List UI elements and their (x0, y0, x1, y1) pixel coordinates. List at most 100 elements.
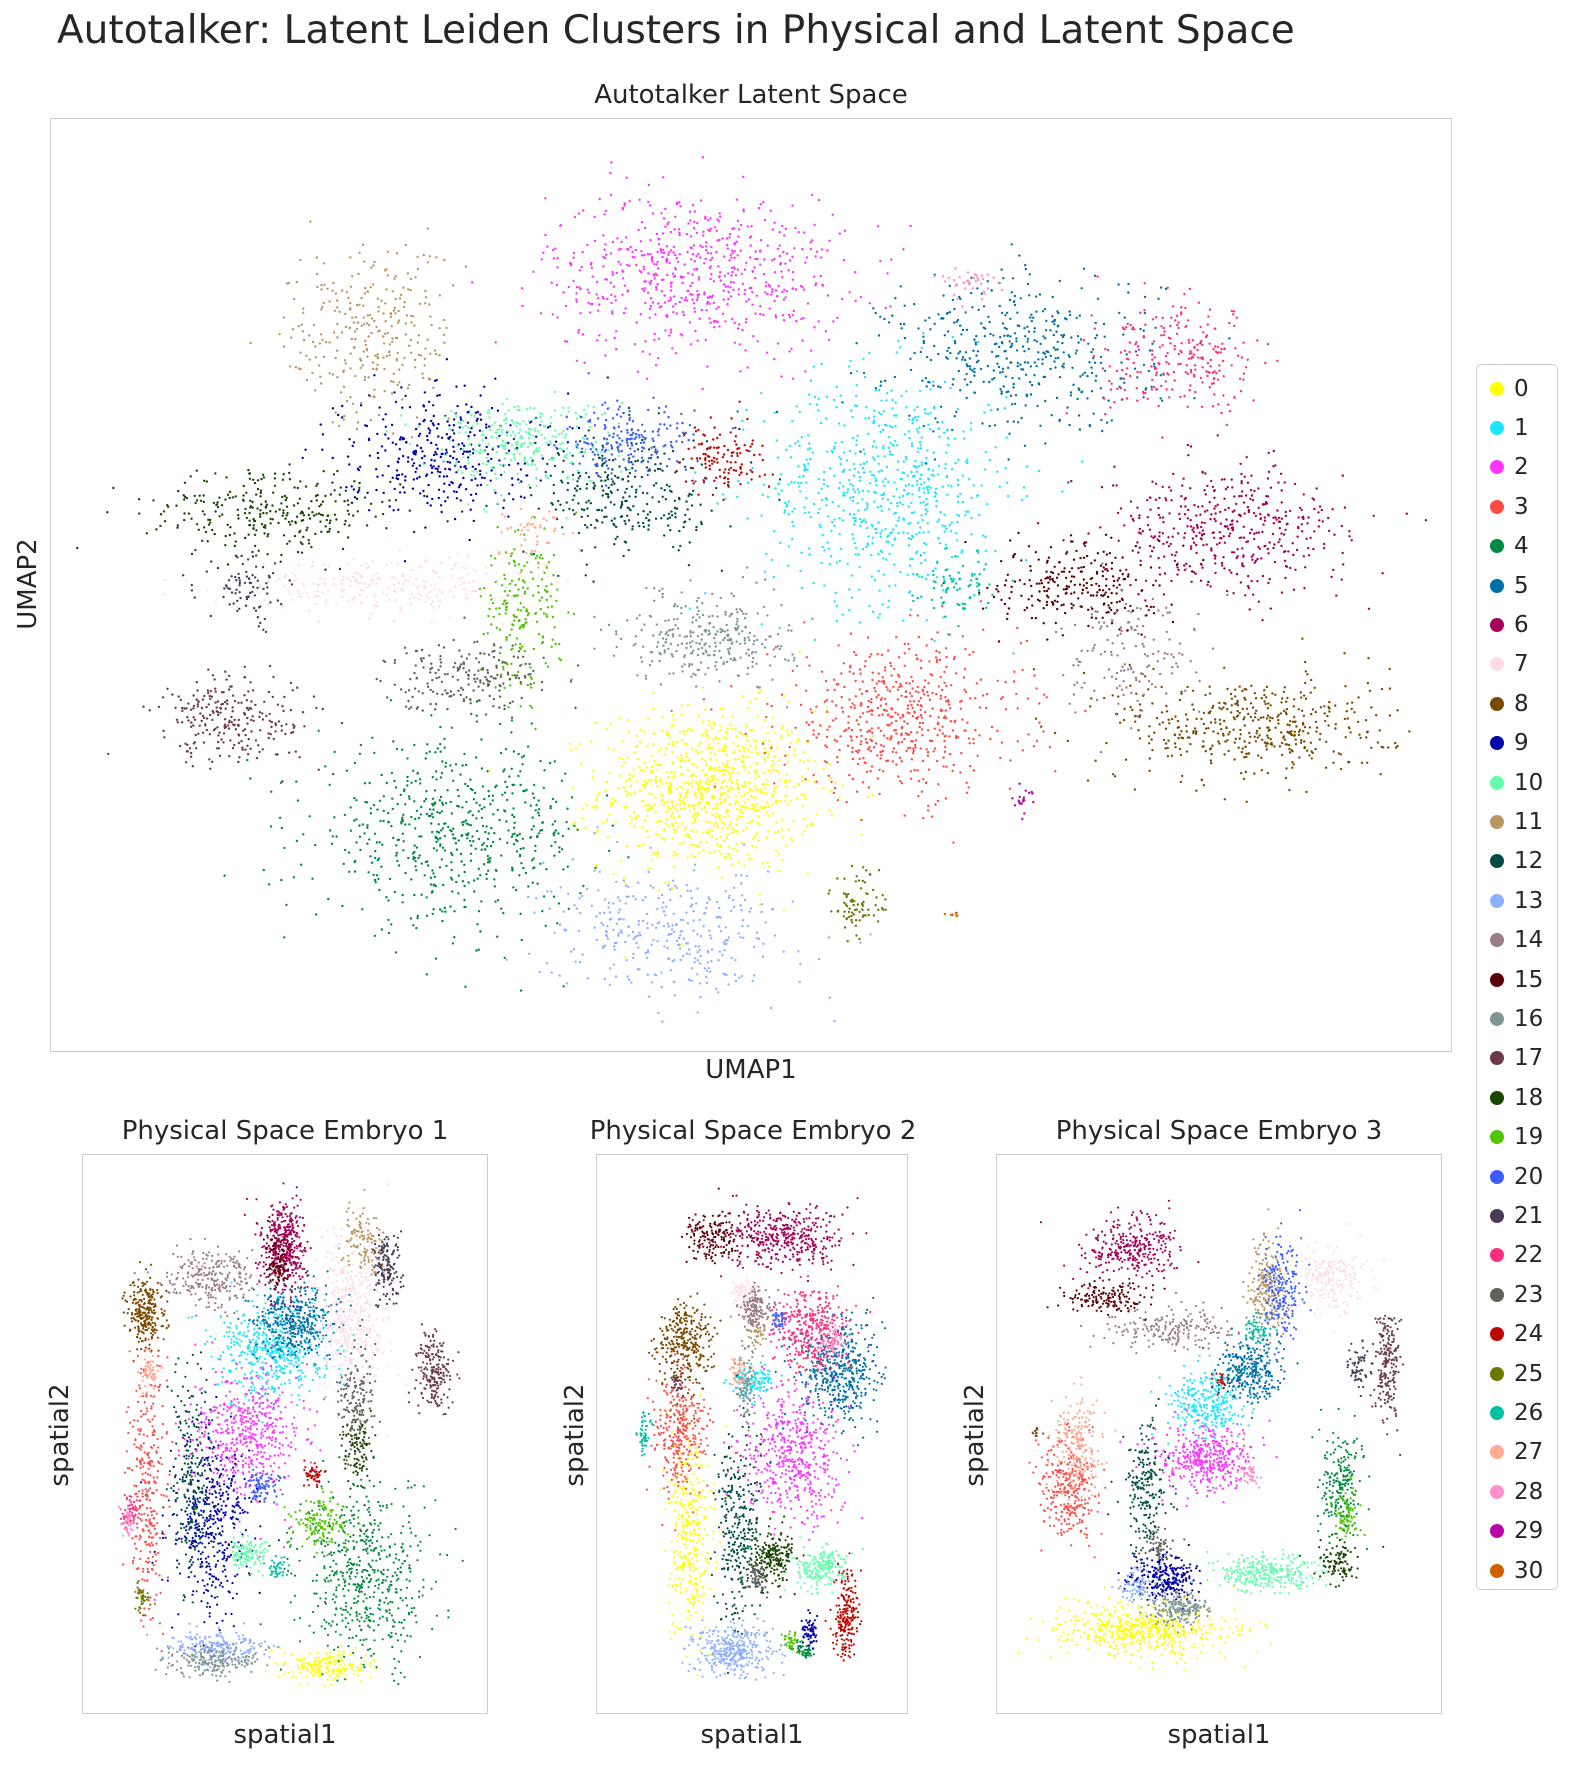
cluster-0-points (1017, 1585, 1273, 1672)
legend-label: 19 (1514, 1124, 1543, 1150)
cluster-14-points (133, 1237, 274, 1318)
cluster-5-points (1202, 1327, 1299, 1419)
legend-item: 1 (1477, 408, 1529, 447)
cluster-23-points (1134, 1526, 1186, 1561)
legend-label: 23 (1514, 1282, 1543, 1308)
cluster-9-points (1117, 1543, 1202, 1610)
cluster-29-points (1011, 782, 1035, 821)
latent-xlabel: UMAP1 (50, 1055, 1452, 1085)
legend-label: 24 (1514, 1321, 1543, 1347)
cluster-8-points (121, 1261, 170, 1371)
cluster-14-points (1054, 562, 1229, 754)
cluster-28-points (1236, 1465, 1262, 1489)
legend-item: 2 (1477, 448, 1529, 487)
legend-label: 22 (1514, 1242, 1543, 1268)
cluster-26-points (635, 1411, 654, 1457)
cluster-13-points (505, 826, 872, 1023)
cluster-20-points (535, 372, 739, 488)
cluster-5-points (237, 1268, 352, 1369)
cluster-7-points (1283, 1222, 1386, 1334)
cluster-25-points (134, 1579, 152, 1617)
legend-marker (1490, 421, 1504, 436)
legend-item: 9 (1477, 724, 1529, 763)
legend-label: 11 (1514, 809, 1543, 835)
embryo2-plot-frame (596, 1154, 908, 1714)
cluster-19-points (780, 1630, 803, 1653)
cluster-13-points (146, 1622, 280, 1669)
cluster-3-points (645, 1351, 737, 1532)
cluster-17-points (1371, 1314, 1405, 1456)
cluster-27-points (728, 1356, 746, 1386)
cluster-14-points (1080, 1291, 1275, 1355)
figure-title: Autotalker: Latent Leiden Clusters in Ph… (57, 8, 1295, 53)
legend-marker (1490, 1051, 1504, 1066)
cluster-27-points (498, 507, 582, 574)
cluster-20-points (771, 1306, 788, 1334)
legend-item: 28 (1477, 1472, 1543, 1511)
legend-item: 11 (1477, 802, 1543, 841)
legend-item: 30 (1477, 1551, 1543, 1590)
cluster-27-points (1044, 1376, 1117, 1501)
cluster-9-points (800, 1609, 819, 1650)
embryo1-xlabel: spatial1 (82, 1720, 488, 1750)
legend-label: 20 (1514, 1164, 1543, 1190)
cluster-20-points (1252, 1209, 1312, 1356)
legend-item: 13 (1477, 881, 1543, 920)
embryo1-spatial-scatter (118, 1182, 464, 1687)
embryo2-xlabel: spatial1 (596, 1720, 908, 1750)
embryo2-ylabel: spatial2 (560, 1365, 590, 1505)
legend-item: 12 (1477, 842, 1543, 881)
cluster-23-points (375, 616, 580, 729)
legend-marker (1490, 1090, 1504, 1105)
legend-marker (1490, 1248, 1504, 1263)
legend-marker (1490, 1287, 1504, 1302)
embryo1-panel-title: Physical Space Embryo 1 (82, 1116, 488, 1146)
legend-item: 15 (1477, 960, 1543, 999)
embryo3-ylabel: spatial2 (960, 1365, 990, 1505)
cluster-2-points (471, 156, 912, 391)
cluster-18-points (340, 1404, 377, 1507)
cluster-24-points (1210, 1372, 1231, 1396)
legend-marker (1490, 1563, 1504, 1578)
legend-label: 2 (1514, 454, 1529, 480)
legend-item: 25 (1477, 1354, 1543, 1393)
legend-item: 4 (1477, 527, 1529, 566)
cluster-24-points (302, 1459, 327, 1489)
cluster-23-points (336, 1318, 381, 1466)
cluster-10-points (762, 1536, 864, 1596)
cluster-1-points (1150, 1354, 1255, 1451)
cluster-12-points (1107, 1397, 1179, 1577)
legend-item: 24 (1477, 1315, 1543, 1354)
cluster-8-points (1032, 637, 1411, 803)
legend-label: 17 (1514, 1045, 1543, 1071)
cluster-14-points (729, 1281, 780, 1338)
cluster-15-points (262, 1219, 294, 1303)
legend-label: 5 (1514, 573, 1529, 599)
cluster-9-points (139, 1395, 280, 1648)
cluster-13-points (681, 1607, 786, 1681)
legend-label: 15 (1514, 967, 1543, 993)
cluster-24-points (824, 1552, 863, 1662)
legend-label: 10 (1514, 770, 1543, 796)
legend-marker (1490, 933, 1504, 948)
cluster-8-points (1032, 1426, 1045, 1438)
cluster-16-points (733, 1329, 760, 1432)
cluster-21-points (182, 548, 294, 634)
legend-item: 21 (1477, 1196, 1543, 1235)
embryo3-panel-title: Physical Space Embryo 3 (996, 1116, 1442, 1146)
legend-item: 23 (1477, 1275, 1543, 1314)
legend-marker (1490, 854, 1504, 869)
legend-marker (1490, 815, 1504, 830)
legend-marker (1490, 1327, 1504, 1342)
legend-marker (1490, 1130, 1504, 1145)
cluster-26-points (1230, 1312, 1278, 1345)
legend-item: 10 (1477, 763, 1543, 802)
legend-marker (1490, 657, 1504, 672)
legend-label: 30 (1514, 1558, 1543, 1584)
legend-item: 7 (1477, 645, 1529, 684)
legend-item: 5 (1477, 566, 1529, 605)
legend-label: 1 (1514, 415, 1529, 441)
legend-marker (1490, 736, 1504, 751)
cluster-6-points (691, 1194, 868, 1283)
legend-marker (1490, 539, 1504, 554)
